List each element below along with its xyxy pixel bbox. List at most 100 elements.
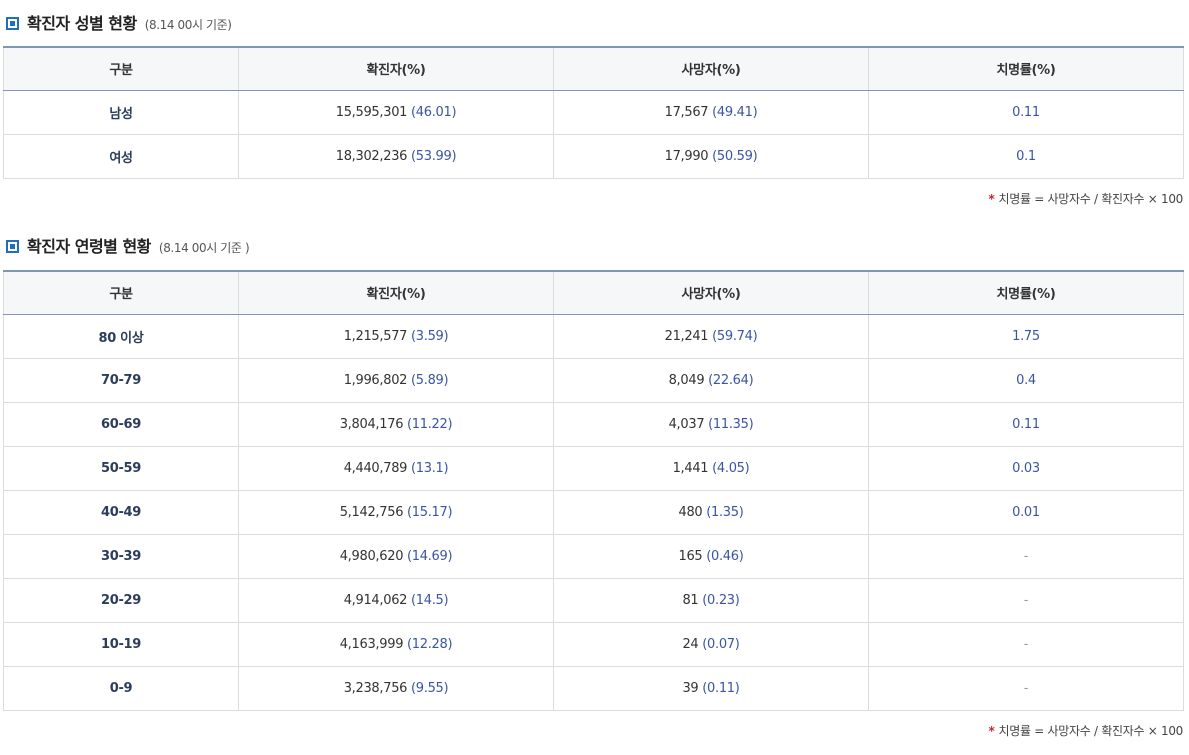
age-table-body: 80 이상 1,215,577 (3.59) 21,241 (59.74) 1.75 7…: [3, 313, 1184, 711]
fatality-cell: -: [868, 577, 1184, 623]
deaths-count: 17,990: [664, 148, 709, 164]
fatality-cell: 0.4: [868, 357, 1184, 403]
cases-count: 4,980,620: [339, 548, 404, 564]
cases-percent: (12.28): [407, 636, 453, 652]
cases-cell: 15,595,301 (46.01): [238, 89, 554, 135]
deaths-cell: 39 (0.11): [553, 665, 869, 711]
deaths-percent: (49.41): [712, 104, 758, 120]
col-header-category: 구분: [3, 46, 239, 91]
age-title: 확진자 연령별 현황: [27, 237, 151, 256]
col-header-fatality: 치명률(%): [868, 270, 1184, 315]
table-row: 여성 18,302,236 (53.99) 17,990 (50.59) 0.1: [3, 133, 1184, 179]
deaths-cell: 21,241 (59.74): [553, 313, 869, 359]
deaths-percent: (4.05): [712, 460, 750, 476]
deaths-count: 8,049: [668, 372, 705, 388]
deaths-percent: (0.07): [702, 636, 740, 652]
table-row: 60-69 3,804,176 (11.22) 4,037 (11.35) 0.11: [3, 401, 1184, 447]
cases-percent: (9.55): [411, 680, 449, 696]
table-row: 남성 15,595,301 (46.01) 17,567 (49.41) 0.11: [3, 89, 1184, 135]
deaths-count: 165: [678, 548, 703, 564]
cases-count: 1,215,577: [343, 328, 408, 344]
cases-count: 15,595,301: [335, 104, 408, 120]
row-category: 30-39: [3, 533, 239, 579]
cases-count: 3,238,756: [343, 680, 408, 696]
sex-table: 구분 확진자(%) 사망자(%) 치명률(%) 남성 15,595,301 (46…: [3, 46, 1184, 179]
age-section-title: 확진자 연령별 현황 (8.14 00시 기준 ): [6, 233, 250, 257]
row-category: 60-69: [3, 401, 239, 447]
fatality-cell: -: [868, 665, 1184, 711]
fatality-cell: -: [868, 533, 1184, 579]
col-header-category: 구분: [3, 270, 239, 315]
col-header-cases: 확진자(%): [238, 46, 554, 91]
table-row: 70-79 1,996,802 (5.89) 8,049 (22.64) 0.4: [3, 357, 1184, 403]
square-bullet-icon: [6, 240, 19, 253]
cases-percent: (5.89): [411, 372, 449, 388]
col-header-fatality: 치명률(%): [868, 46, 1184, 91]
deaths-count: 480: [678, 504, 703, 520]
row-category: 남성: [3, 89, 239, 135]
deaths-cell: 8,049 (22.64): [553, 357, 869, 403]
fatality-cell: 0.11: [868, 401, 1184, 447]
age-footnote: * 치명률 = 사망자수 / 확진자수 × 100: [988, 722, 1184, 739]
cases-count: 5,142,756: [339, 504, 404, 520]
cases-cell: 4,980,620 (14.69): [238, 533, 554, 579]
cases-cell: 3,804,176 (11.22): [238, 401, 554, 447]
col-header-deaths: 사망자(%): [553, 270, 869, 315]
fatality-cell: 0.1: [868, 133, 1184, 179]
fatality-cell: 1.75: [868, 313, 1184, 359]
cases-percent: (14.69): [407, 548, 453, 564]
cases-cell: 18,302,236 (53.99): [238, 133, 554, 179]
row-category: 50-59: [3, 445, 239, 491]
deaths-count: 1,441: [672, 460, 709, 476]
fatality-cell: -: [868, 621, 1184, 667]
cases-percent: (15.17): [407, 504, 453, 520]
deaths-count: 24: [682, 636, 699, 652]
sex-title: 확진자 성별 현황: [27, 14, 137, 33]
table-row: 30-39 4,980,620 (14.69) 165 (0.46) -: [3, 533, 1184, 579]
deaths-cell: 17,990 (50.59): [553, 133, 869, 179]
cases-count: 4,914,062: [343, 592, 408, 608]
footnote-star: *: [988, 724, 995, 738]
cases-cell: 3,238,756 (9.55): [238, 665, 554, 711]
sex-table-header: 구분 확진자(%) 사망자(%) 치명률(%): [3, 46, 1184, 91]
age-subtitle: (8.14 00시 기준 ): [158, 241, 250, 255]
age-table-header: 구분 확진자(%) 사망자(%) 치명률(%): [3, 270, 1184, 315]
table-row: 0-9 3,238,756 (9.55) 39 (0.11) -: [3, 665, 1184, 711]
sex-table-body: 남성 15,595,301 (46.01) 17,567 (49.41) 0.11 여성…: [3, 89, 1184, 179]
cases-percent: (53.99): [411, 148, 457, 164]
row-category: 70-79: [3, 357, 239, 403]
deaths-cell: 480 (1.35): [553, 489, 869, 535]
row-category: 10-19: [3, 621, 239, 667]
cases-cell: 4,163,999 (12.28): [238, 621, 554, 667]
col-header-deaths: 사망자(%): [553, 46, 869, 91]
row-category: 20-29: [3, 577, 239, 623]
row-category: 여성: [3, 133, 239, 179]
sex-subtitle: (8.14 00시 기준): [144, 18, 232, 32]
row-category: 80 이상: [3, 313, 239, 359]
deaths-count: 21,241: [664, 328, 709, 344]
deaths-percent: (0.23): [702, 592, 740, 608]
cases-cell: 1,996,802 (5.89): [238, 357, 554, 403]
table-row: 50-59 4,440,789 (13.1) 1,441 (4.05) 0.03: [3, 445, 1184, 491]
deaths-percent: (50.59): [712, 148, 758, 164]
deaths-count: 17,567: [664, 104, 709, 120]
row-category: 40-49: [3, 489, 239, 535]
deaths-cell: 4,037 (11.35): [553, 401, 869, 447]
table-row: 10-19 4,163,999 (12.28) 24 (0.07) -: [3, 621, 1184, 667]
fatality-cell: 0.11: [868, 89, 1184, 135]
cases-cell: 4,914,062 (14.5): [238, 577, 554, 623]
deaths-cell: 17,567 (49.41): [553, 89, 869, 135]
footnote-star: *: [988, 192, 995, 206]
footnote-text: 치명률 = 사망자수 / 확진자수 × 100: [998, 724, 1184, 738]
deaths-cell: 1,441 (4.05): [553, 445, 869, 491]
table-row: 40-49 5,142,756 (15.17) 480 (1.35) 0.01: [3, 489, 1184, 535]
deaths-percent: (22.64): [708, 372, 754, 388]
row-category: 0-9: [3, 665, 239, 711]
cases-percent: (14.5): [411, 592, 449, 608]
cases-count: 4,163,999: [339, 636, 404, 652]
deaths-percent: (0.11): [702, 680, 740, 696]
cases-count: 3,804,176: [339, 416, 404, 432]
sex-section-title: 확진자 성별 현황 (8.14 00시 기준): [6, 10, 232, 34]
square-bullet-icon: [6, 17, 19, 30]
sex-footnote: * 치명률 = 사망자수 / 확진자수 × 100: [988, 190, 1184, 207]
